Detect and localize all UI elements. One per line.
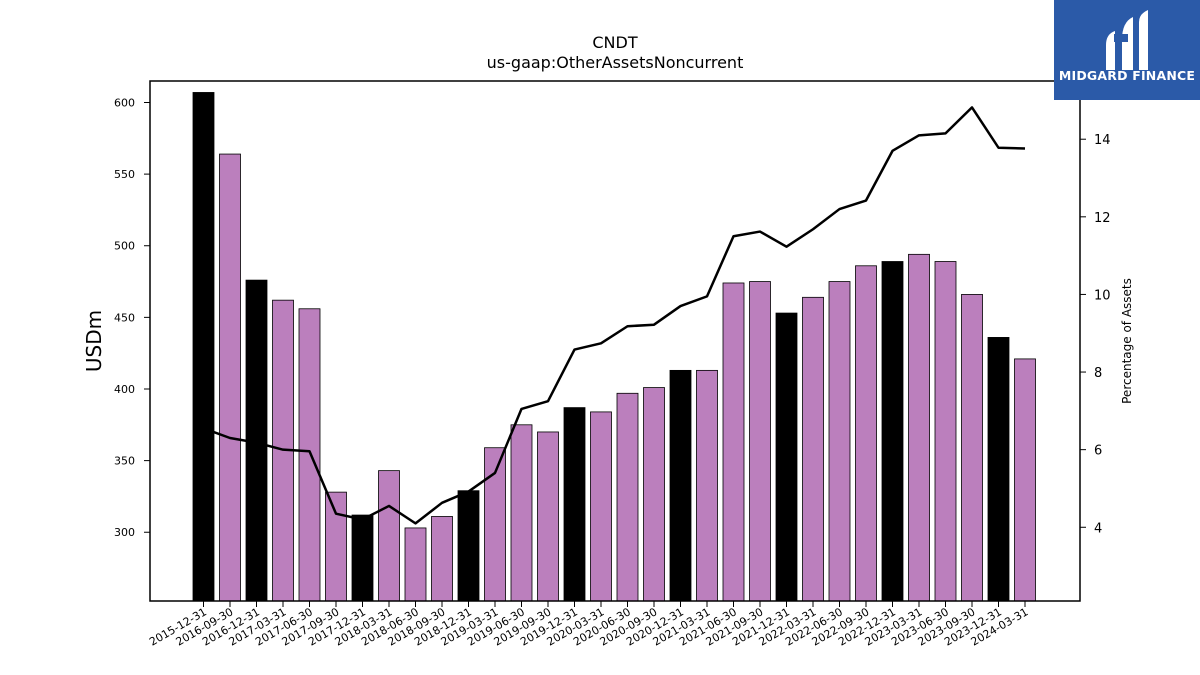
y-tick-label: 600 [114, 96, 135, 109]
bar [696, 369, 718, 602]
chart-subtitle: us-gaap:OtherAssetsNoncurrent [487, 53, 744, 72]
bar [908, 253, 930, 602]
bar [749, 281, 771, 602]
y2-tick-label: 12 [1094, 211, 1111, 226]
bar [351, 514, 374, 602]
y-tick-label: 450 [114, 311, 135, 324]
bar [987, 337, 1010, 602]
bar [192, 92, 215, 602]
y-tick-label: 350 [114, 455, 135, 468]
chart-title: CNDT [592, 33, 637, 52]
series-line [203, 106, 1026, 525]
y-tick-label: 500 [114, 240, 135, 253]
y-tick-label: 300 [114, 526, 135, 539]
y2-tick-label: 6 [1094, 444, 1102, 459]
bar [961, 294, 983, 602]
bar [431, 516, 453, 602]
bar [802, 296, 824, 602]
y2-tick-label: 10 [1094, 288, 1111, 303]
bar [775, 312, 798, 602]
y-tick-label: 550 [114, 168, 135, 181]
bar [722, 282, 745, 602]
bar [1014, 358, 1036, 602]
y-tick-label: 400 [114, 383, 135, 396]
midgard-finance-logo: MIDGARD FINANCE [1054, 0, 1200, 100]
y2-tick-label: 8 [1094, 366, 1102, 381]
bar [404, 527, 427, 602]
bar [563, 407, 586, 602]
midgard-logo-icon [1106, 10, 1148, 70]
plot-frame [149, 80, 1081, 602]
y-axis-label: USDm [82, 310, 106, 372]
bar [378, 470, 400, 602]
bar [325, 491, 347, 602]
y2-tick-label: 4 [1094, 521, 1102, 536]
bar [855, 265, 877, 602]
bar [669, 369, 692, 602]
y2-tick-label: 14 [1094, 133, 1111, 148]
bar [643, 387, 665, 602]
bar [590, 411, 612, 602]
bar [298, 308, 321, 602]
bar [934, 261, 957, 602]
bar [881, 261, 904, 602]
bar [537, 431, 559, 602]
bar [828, 281, 851, 602]
bar [219, 153, 241, 602]
bar [616, 392, 639, 602]
bar [510, 424, 533, 602]
logo-text: MIDGARD FINANCE [1058, 68, 1196, 83]
bar [457, 490, 480, 602]
y2-axis-label: Percentage of Assets [1120, 278, 1134, 404]
